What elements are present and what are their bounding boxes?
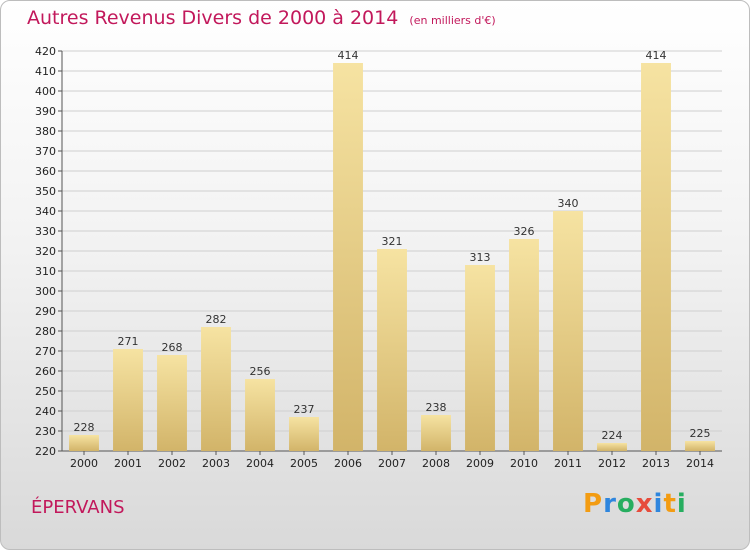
y-tick-label: 240 [35, 405, 56, 418]
y-tick-label: 230 [35, 425, 56, 438]
chart-title-area: Autres Revenus Divers de 2000 à 2014 (en… [27, 7, 496, 29]
y-tick-label: 370 [35, 145, 56, 158]
chart-title: Autres Revenus Divers de 2000 à 2014 [27, 7, 399, 29]
value-label-2007: 321 [382, 235, 403, 248]
bar-2005 [289, 417, 319, 451]
y-tick-label: 270 [35, 345, 56, 358]
y-tick-label: 310 [35, 265, 56, 278]
y-tick-label: 390 [35, 105, 56, 118]
value-label-2002: 268 [162, 341, 183, 354]
logo-letter: r [603, 489, 617, 519]
value-label-2010: 326 [514, 225, 535, 238]
x-tick-label-2005: 2005 [290, 457, 318, 470]
value-label-2005: 237 [294, 403, 315, 416]
x-tick-label-2003: 2003 [202, 457, 230, 470]
value-label-2006: 414 [338, 49, 359, 62]
x-tick-label-2009: 2009 [466, 457, 494, 470]
bar-2006 [333, 63, 363, 451]
logo-letter: i [676, 489, 687, 519]
y-tick-label: 320 [35, 245, 56, 258]
x-tick-label-2008: 2008 [422, 457, 450, 470]
value-label-2014: 225 [690, 427, 711, 440]
value-label-2013: 414 [646, 49, 667, 62]
logo-letter: x [635, 489, 654, 519]
commune-name: ÉPERVANS [31, 497, 125, 518]
value-label-2000: 228 [74, 421, 95, 434]
bar-2004 [245, 379, 275, 451]
x-tick-label-2001: 2001 [114, 457, 142, 470]
logo-letter: P [583, 489, 604, 519]
value-label-2009: 313 [470, 251, 491, 264]
y-tick-label: 380 [35, 125, 56, 138]
bar-2008 [421, 415, 451, 451]
value-label-2012: 224 [602, 429, 623, 442]
x-tick-label-2006: 2006 [334, 457, 362, 470]
chart-subtitle: (en milliers d'€) [409, 14, 496, 27]
x-tick-label-2004: 2004 [246, 457, 274, 470]
y-tick-label: 300 [35, 285, 56, 298]
y-tick-label: 260 [35, 365, 56, 378]
y-tick-label: 220 [35, 445, 56, 458]
x-tick-label-2000: 2000 [70, 457, 98, 470]
value-label-2008: 238 [426, 401, 447, 414]
y-tick-label: 400 [35, 85, 56, 98]
x-tick-label-2013: 2013 [642, 457, 670, 470]
value-label-2004: 256 [250, 365, 271, 378]
proxiti-logo: Proxiti [583, 489, 687, 519]
y-tick-label: 410 [35, 65, 56, 78]
x-tick-label-2014: 2014 [686, 457, 714, 470]
x-tick-label-2012: 2012 [598, 457, 626, 470]
logo-letter: o [616, 489, 636, 519]
value-label-2011: 340 [558, 197, 579, 210]
logo-letter: t [663, 489, 677, 519]
y-tick-label: 250 [35, 385, 56, 398]
x-tick-label-2002: 2002 [158, 457, 186, 470]
bar-2014 [685, 441, 715, 451]
bar-2003 [201, 327, 231, 451]
x-tick-label-2011: 2011 [554, 457, 582, 470]
y-tick-label: 360 [35, 165, 56, 178]
y-tick-label: 330 [35, 225, 56, 238]
y-tick-label: 350 [35, 185, 56, 198]
logo-letter: i [653, 489, 664, 519]
bar-2011 [553, 211, 583, 451]
value-label-2003: 282 [206, 313, 227, 326]
bar-2009 [465, 265, 495, 451]
bar-2010 [509, 239, 539, 451]
bar-2000 [69, 435, 99, 451]
bar-2001 [113, 349, 143, 451]
y-tick-label: 420 [35, 45, 56, 58]
bar-2002 [157, 355, 187, 451]
bar-2012 [597, 443, 627, 451]
y-tick-label: 290 [35, 305, 56, 318]
x-tick-label-2010: 2010 [510, 457, 538, 470]
x-tick-label-2007: 2007 [378, 457, 406, 470]
y-tick-label: 280 [35, 325, 56, 338]
value-label-2001: 271 [118, 335, 139, 348]
bar-2013 [641, 63, 671, 451]
y-tick-label: 340 [35, 205, 56, 218]
bar-2007 [377, 249, 407, 451]
